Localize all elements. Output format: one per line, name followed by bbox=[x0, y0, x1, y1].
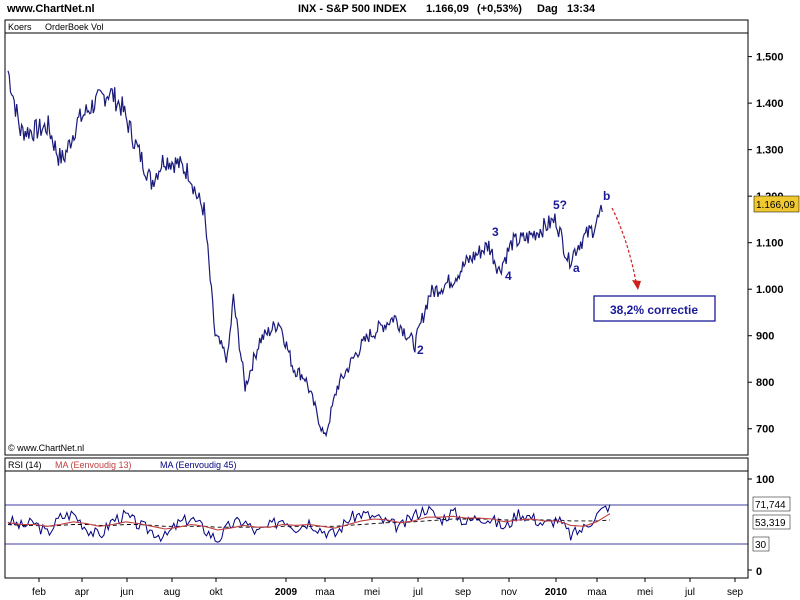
ma-badge-value bbox=[752, 514, 791, 530]
annotation-box bbox=[593, 295, 716, 322]
x-tick-label: jul bbox=[684, 587, 695, 598]
x-tick-label: mei bbox=[637, 587, 653, 598]
x-tick-label: nov bbox=[501, 587, 517, 598]
rsi-legend-ma45: MA (Eenvoudig 45) bbox=[160, 460, 237, 470]
price-series-line bbox=[7, 70, 603, 438]
x-tick-label: maa bbox=[315, 587, 335, 598]
price-y-tick-label: 900 bbox=[756, 331, 774, 343]
wave-label-3: 3 bbox=[492, 225, 499, 239]
x-tick-label: jul bbox=[412, 587, 423, 598]
rsi-oversold-badge-text: 30 bbox=[755, 540, 767, 551]
change-percent: (+0,53%) bbox=[477, 3, 522, 15]
wave-label-a: a bbox=[573, 261, 580, 275]
x-tick-label: feb bbox=[32, 587, 46, 598]
period-mode[interactable]: Dag bbox=[537, 3, 558, 15]
x-tick-label: mei bbox=[364, 587, 380, 598]
rsi-legend-rsi: RSI (14) bbox=[8, 460, 42, 470]
rsi-y-tick-100: 100 bbox=[756, 474, 774, 486]
price-y-tick-label: 1.500 bbox=[756, 52, 784, 64]
x-tick-label: aug bbox=[164, 587, 181, 598]
time-stamp: 13:34 bbox=[567, 3, 596, 15]
last-value: 1.166,09 bbox=[426, 3, 469, 15]
last-price-badge bbox=[753, 195, 800, 213]
x-tick-label: sep bbox=[727, 587, 744, 598]
instrument-title: INX - S&P 500 INDEX bbox=[298, 3, 407, 15]
wave-label-2: 2 bbox=[417, 343, 424, 357]
rsi-badge-value-text: 71,744 bbox=[755, 500, 786, 511]
x-axis: feb apr jun aug okt 2009 maa mei jul sep nov 2010 ma… bbox=[32, 578, 743, 598]
rsi-panel-frame bbox=[4, 457, 749, 579]
correction-arrow bbox=[611, 207, 637, 283]
wave-label-5: 5? bbox=[553, 198, 567, 212]
price-y-tick-label: 1.100 bbox=[756, 238, 784, 250]
rsi-y-tick-0: 0 bbox=[756, 566, 762, 578]
rsi-oversold-badge bbox=[752, 536, 770, 552]
price-panel-frame bbox=[4, 19, 749, 456]
x-tick-label: okt bbox=[209, 587, 223, 598]
x-tick-label: 2010 bbox=[545, 587, 568, 598]
wave-label-4: 4 bbox=[505, 269, 512, 283]
price-y-tick-label: 1.400 bbox=[756, 98, 784, 110]
correction-arrowhead bbox=[632, 280, 641, 290]
price-y-tick-label: 1.000 bbox=[756, 284, 784, 296]
rsi-legend-ma13: MA (Eenvoudig 13) bbox=[55, 460, 132, 470]
price-y-tick-label: 800 bbox=[756, 377, 774, 389]
x-tick-label: apr bbox=[75, 587, 90, 598]
ma-badge-value-text: 53,319 bbox=[755, 518, 786, 529]
x-tick-label: jun bbox=[119, 587, 133, 598]
ma13-series-line bbox=[7, 513, 611, 531]
x-tick-label: maa bbox=[587, 587, 607, 598]
wave-label-b: b bbox=[603, 189, 610, 203]
tab-koers[interactable]: Koers bbox=[8, 22, 32, 32]
price-y-tick-label: 700 bbox=[756, 424, 774, 436]
x-tick-label: 2009 bbox=[275, 587, 298, 598]
x-tick-label: sep bbox=[455, 587, 472, 598]
rsi-badge-value bbox=[752, 496, 791, 512]
site-name[interactable]: www.ChartNet.nl bbox=[7, 3, 95, 15]
last-price-badge-text: 1.166,09 bbox=[756, 200, 795, 211]
rsi-series-line bbox=[7, 504, 611, 543]
watermark: © www.ChartNet.nl bbox=[8, 443, 84, 453]
tab-orderboek-vol[interactable]: OrderBoek Vol bbox=[45, 22, 104, 32]
chart-header: www.ChartNet.nl INX - S&P 500 INDEX 1.16… bbox=[0, 0, 800, 20]
annotation-text: 38,2% correctie bbox=[610, 303, 698, 317]
price-y-tick-label: 1.300 bbox=[756, 145, 784, 157]
